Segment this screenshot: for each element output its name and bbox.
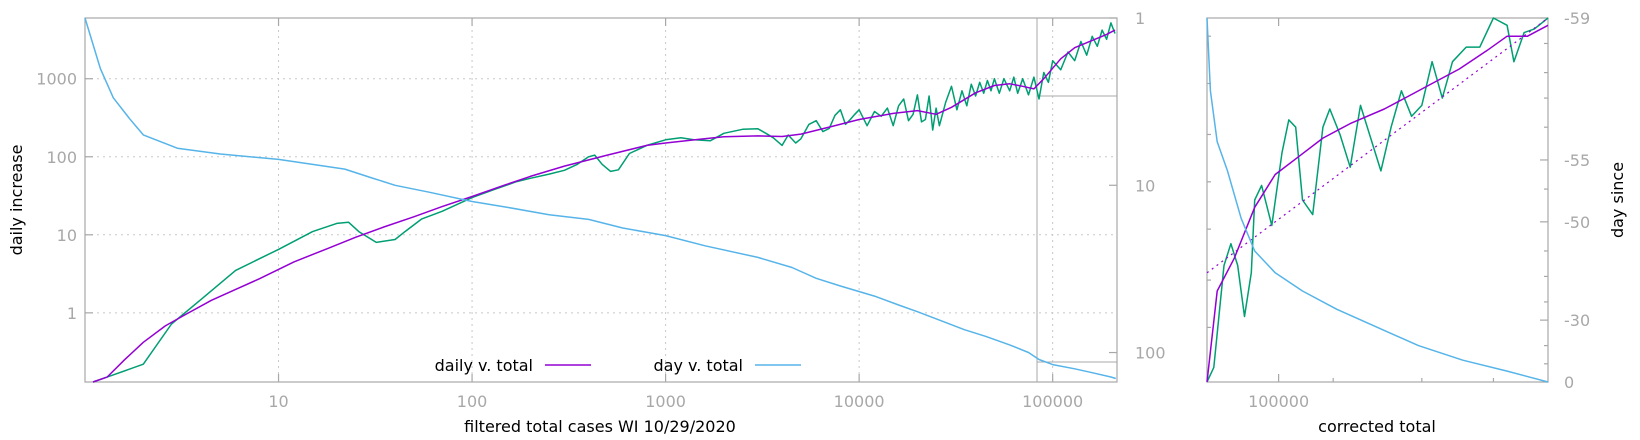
legend: daily v. total day v. total	[435, 356, 801, 375]
inset-fit-line	[1206, 17, 1549, 274]
day-line	[84, 17, 1117, 380]
inset-plot-frame	[1206, 17, 1549, 383]
daily-smooth-line	[92, 29, 1116, 383]
y-tick-label: 10	[57, 226, 77, 245]
x-tick-label: 10000	[834, 392, 885, 411]
legend-label-daily: daily v. total	[435, 356, 533, 375]
x-tick-label: 100	[457, 392, 488, 411]
inset-y2-axis-title: day since	[1608, 162, 1627, 238]
inset-x-tick-label: 100000	[1248, 392, 1309, 411]
x-tick-label: 100000	[1022, 392, 1083, 411]
y-axis-title: daily increase	[7, 145, 26, 256]
inset-daily-raw-line	[1206, 17, 1549, 383]
main-chart-panel: 10 100 1000 10000 100000 1 10 100 1000 1 10 100	[36, 9, 1165, 411]
axis-titles: filtered total cases WI 10/29/2020 daily…	[7, 145, 1627, 436]
y2-tick-label: 10	[1135, 176, 1155, 195]
inset-y2-tick-label: 0	[1564, 373, 1574, 392]
inset-x-axis-title: corrected total	[1318, 417, 1436, 436]
y-tick-label: 100	[46, 148, 77, 167]
inset-chart-panel: 100000 -59 -55 -50 -30 0	[1206, 9, 1590, 411]
x-tick-label: 1000	[645, 392, 686, 411]
plot-frame	[84, 17, 1118, 383]
inset-y2-tick-label: -55	[1564, 151, 1590, 170]
y2-tick-label: 1	[1135, 9, 1145, 28]
legend-label-day: day v. total	[654, 356, 744, 375]
y2-tick-label: 100	[1135, 344, 1166, 363]
inset-y2-tick-label: -59	[1564, 9, 1590, 28]
inset-day-line	[1206, 17, 1549, 383]
x-axis-title: filtered total cases WI 10/29/2020	[464, 417, 736, 436]
inset-daily-smooth-line	[1206, 24, 1549, 383]
y-tick-label: 1	[67, 304, 77, 323]
y-tick-label: 1000	[36, 70, 77, 89]
inset-y2-tick-label: -30	[1564, 311, 1590, 330]
inset-y2-tick-label: -50	[1564, 213, 1590, 232]
x-tick-label: 10	[268, 392, 288, 411]
